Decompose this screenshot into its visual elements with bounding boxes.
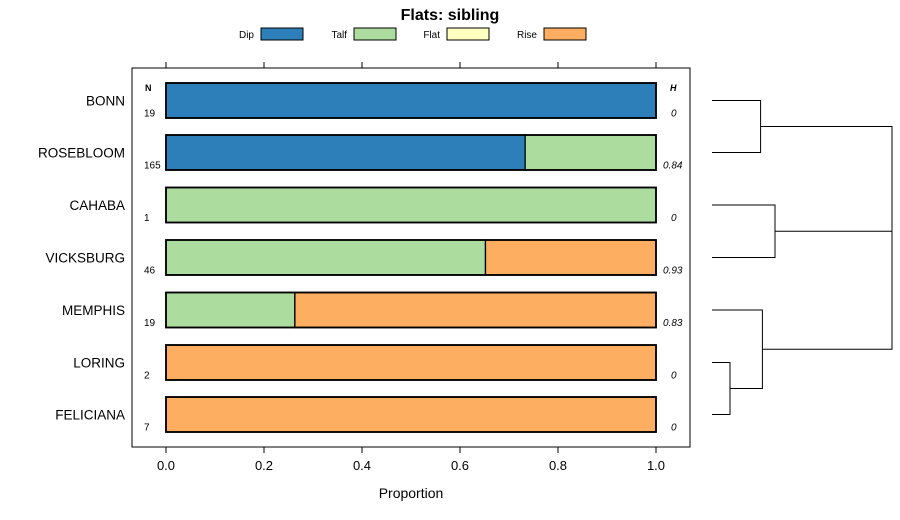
bar-outline-rosebloom [165, 134, 657, 171]
n-labels: N 19 165 1 46 19 2 7 [144, 83, 161, 434]
legend-swatch-flat [446, 27, 490, 41]
legend-label-dip: Dip [239, 30, 254, 41]
n-value-loring: 2 [144, 371, 150, 382]
n-value-memphis: 19 [144, 318, 156, 329]
bar-loring-rise [165, 344, 657, 381]
x-tick-label-1: 0.2 [255, 458, 273, 473]
chart-title: Flats: sibling [401, 7, 500, 24]
category-label-feliciana: FELICIANA [55, 408, 125, 423]
bar-outline-cahaba [165, 186, 657, 224]
n-value-feliciana: 7 [144, 423, 150, 434]
n-value-cahaba: 1 [144, 213, 150, 224]
bar-vicksburg-rise [484, 239, 657, 276]
n-value-vicksburg: 46 [144, 266, 156, 277]
x-tick-label-0: 0.0 [157, 458, 175, 473]
category-labels: BONN ROSEBLOOM CAHABA VICKSBURG MEMPHIS LORIN… [38, 94, 125, 423]
bars [165, 82, 657, 433]
x-tick-label-2: 0.4 [353, 458, 371, 473]
x-tick-label-3: 0.6 [451, 458, 469, 473]
bar-memphis-rise [294, 291, 657, 329]
h-header: H [670, 83, 677, 93]
legend-label-talf: Talf [331, 30, 347, 41]
h-value-cahaba: 0 [671, 213, 677, 224]
dendrogram-link-5 [760, 126, 893, 291]
n-value-rosebloom: 165 [144, 161, 161, 172]
h-value-feliciana: 0 [671, 423, 677, 434]
dendrogram-link-2 [712, 204, 776, 258]
h-value-bonn: 0 [671, 109, 677, 120]
bar-outline-memphis [165, 291, 657, 329]
legend: Dip Talf Flat Rise [239, 27, 587, 41]
legend-label-flat: Flat [423, 30, 440, 41]
bar-vicksburg-talf [165, 239, 487, 276]
legend-swatch-rise [543, 27, 587, 41]
legend-swatch-dip [260, 27, 304, 41]
dendrogram-link-4 [762, 230, 893, 350]
category-label-bonn: BONN [86, 94, 125, 109]
legend-label-rise: Rise [517, 30, 537, 41]
x-tick-label-5: 1.0 [647, 458, 665, 473]
bar-bonn-dip [165, 82, 657, 119]
category-label-loring: LORING [73, 356, 125, 371]
bar-memphis-talf [165, 291, 296, 329]
h-value-loring: 0 [671, 371, 677, 382]
n-header: N [145, 83, 152, 93]
dendrogram [712, 100, 893, 415]
bar-outline-bonn [165, 82, 657, 119]
bar-outline-vicksburg [165, 239, 657, 276]
category-label-rosebloom: ROSEBLOOM [38, 146, 125, 161]
plot-panel [131, 67, 691, 448]
h-value-vicksburg: 0.93 [663, 266, 683, 277]
bar-feliciana-rise [165, 396, 657, 433]
bar-rosebloom-talf [524, 134, 657, 171]
x-axis-title: Proportion [379, 485, 444, 501]
dendrogram-link-1 [712, 100, 762, 153]
bar-rosebloom-dip [165, 134, 526, 171]
category-label-vicksburg: VICKSBURG [45, 251, 125, 266]
bar-outline-feliciana [165, 396, 657, 433]
bar-outline-loring [165, 344, 657, 381]
category-label-cahaba: CAHABA [69, 198, 125, 213]
h-labels: H 0 0.84 0 0.93 0.83 0 0 [663, 83, 683, 434]
bar-cahaba-talf [165, 186, 657, 224]
h-value-memphis: 0.83 [663, 318, 683, 329]
dendrogram-link-3 [712, 309, 763, 389]
axes: 0.0 0.2 0.4 0.6 0.8 1.0 [157, 62, 665, 473]
x-tick-label-4: 0.8 [549, 458, 567, 473]
category-label-memphis: MEMPHIS [62, 303, 125, 318]
dendrogram-link-0 [712, 362, 731, 415]
h-value-rosebloom: 0.84 [663, 161, 683, 172]
legend-swatch-talf [353, 27, 397, 41]
n-value-bonn: 19 [144, 109, 156, 120]
